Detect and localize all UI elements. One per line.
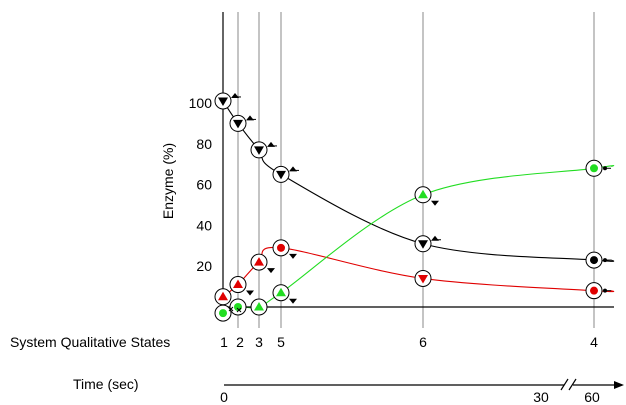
- y-tick-label: 60: [196, 177, 212, 193]
- dot-marker: [590, 164, 598, 173]
- trend-down-indicator: [246, 290, 254, 296]
- triangle-down-marker: [418, 274, 428, 284]
- triangle-down-marker: [233, 119, 243, 129]
- time-axis-label: Time (sec): [73, 376, 139, 392]
- cross-mark: [236, 307, 242, 313]
- triangle-up-marker: [276, 287, 286, 297]
- triangle-up-marker: [418, 189, 428, 199]
- state-label-2: 2: [236, 334, 244, 350]
- time-axis-arrowhead: [614, 381, 624, 389]
- trend-down-indicator: [289, 253, 297, 259]
- cross-mark: [228, 306, 234, 312]
- dot-marker: [219, 309, 227, 318]
- y-tick-label: 80: [196, 136, 212, 152]
- triangle-down-marker: [276, 170, 286, 180]
- state-label-4: 4: [590, 334, 598, 350]
- triangle-up-marker: [218, 291, 228, 301]
- state-label-1: 1: [220, 334, 228, 350]
- triangle-up-marker: [254, 257, 264, 266]
- data-markers: [214, 92, 611, 322]
- time-tick-label: 0: [220, 389, 228, 405]
- time-tick-label: 30: [533, 389, 549, 405]
- dot-marker: [234, 303, 242, 311]
- state-label-3: 3: [255, 334, 263, 350]
- time-tick-label: 60: [584, 389, 600, 405]
- time-axis: 0 30 60: [220, 378, 624, 405]
- y-axis-label: Enzyme (%): [160, 143, 176, 219]
- dot-marker: [277, 243, 285, 252]
- dot-marker: [590, 256, 598, 265]
- dot-marker: [590, 286, 598, 295]
- triangle-down-marker: [254, 146, 264, 155]
- y-tick-label: 40: [196, 217, 212, 233]
- axis-break-mark: [568, 378, 577, 391]
- state-label-6: 6: [419, 334, 427, 350]
- state-label-5: 5: [277, 334, 285, 350]
- axis-break-mark: [560, 378, 569, 391]
- trend-down-indicator: [267, 268, 275, 274]
- states-label: System Qualitative States: [10, 334, 170, 350]
- triangle-up-marker: [254, 302, 264, 311]
- triangle-down-marker: [418, 240, 428, 249]
- triangle-up-marker: [233, 279, 243, 289]
- y-tick-label: 100: [189, 95, 213, 111]
- triangle-down-marker: [218, 97, 228, 106]
- trend-down-indicator: [289, 298, 297, 304]
- y-tick-labels: 20 40 60 80 100: [189, 95, 213, 274]
- y-tick-label: 20: [196, 258, 212, 274]
- trend-down-indicator: [431, 200, 439, 206]
